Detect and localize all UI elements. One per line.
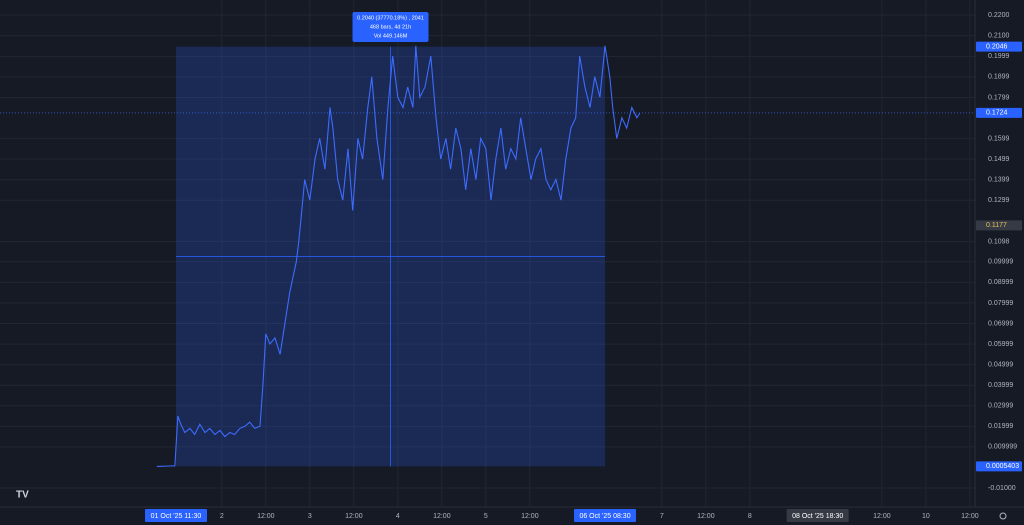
time-badge-label: 08 Oct '25 18:30 xyxy=(792,513,843,520)
y-tick-label: 0.08999 xyxy=(988,279,1013,286)
time-badge xyxy=(786,509,849,522)
y-tick-label: 0.03999 xyxy=(988,382,1013,389)
x-tick-label: 12:00 xyxy=(961,513,979,520)
y-tick-label: -0.01000 xyxy=(988,485,1016,492)
price-badge xyxy=(976,41,1022,52)
y-tick-label: 0.1599 xyxy=(988,135,1010,142)
price-badge-label: 0.1177 xyxy=(986,222,1007,229)
y-tick-label: 0.009999 xyxy=(988,444,1017,451)
x-tick-label: 12:00 xyxy=(521,513,539,520)
y-tick-label: 0.05999 xyxy=(988,341,1013,348)
y-tick-label: 0.1999 xyxy=(988,53,1010,60)
time-badge-label: 01 Oct '25 11:30 xyxy=(151,513,202,520)
y-tick-label: 0.02999 xyxy=(988,403,1013,410)
x-tick-label: 4 xyxy=(396,513,400,520)
x-tick-label: 12:00 xyxy=(257,513,275,520)
x-tick-label: 12:00 xyxy=(433,513,451,520)
price-badge-label: 0.0005403 xyxy=(986,463,1019,470)
price-badge-label: 0.2046 xyxy=(986,44,1008,51)
y-tick-label: 0.2200 xyxy=(988,12,1010,19)
y-tick-label: 0.1899 xyxy=(988,74,1010,81)
y-tick-label: 0.2100 xyxy=(988,32,1010,39)
time-badge xyxy=(145,509,208,522)
y-tick-label: 0.07999 xyxy=(988,300,1013,307)
grid xyxy=(0,0,975,507)
x-tick-label: 5 xyxy=(484,513,488,520)
y-tick-label: 0.1299 xyxy=(988,197,1010,204)
settings-icon[interactable] xyxy=(999,512,1007,520)
x-tick-label: 12:00 xyxy=(345,513,363,520)
price-badge xyxy=(976,461,1022,472)
price-badge xyxy=(976,107,1022,118)
time-badge xyxy=(574,509,637,522)
x-tick-label: 2 xyxy=(220,513,224,520)
y-tick-label: 0.01999 xyxy=(988,423,1013,430)
axes: 0.2200 0.2100 0.1999 0.1899 0.1799 0.1599 0.14… xyxy=(145,12,1022,522)
measure-tooltip-text: 0.2040 (37770.18%) , 2041 xyxy=(357,15,424,21)
x-tick-label: 3 xyxy=(308,513,312,520)
y-tick-label: 0.1399 xyxy=(988,177,1010,184)
y-tick-label: 0.1799 xyxy=(988,94,1010,101)
price-badge-label: 0.1724 xyxy=(986,110,1008,117)
time-badge-label: 06 Oct '25 08:30 xyxy=(579,513,630,520)
measure-tooltip xyxy=(352,12,429,42)
x-tick-label: 8 xyxy=(748,513,752,520)
x-tick-label: 7 xyxy=(660,513,664,520)
x-tick-label: 12:00 xyxy=(873,513,891,520)
y-tick-label: 0.09999 xyxy=(988,259,1013,266)
logo: TV xyxy=(16,490,29,501)
y-tick-label: 0.1499 xyxy=(988,156,1010,163)
plot: 0.2040 (37770.18%) , 2041 468 bars, 4d 21… xyxy=(0,12,975,467)
y-tick-label: 0.06999 xyxy=(988,320,1013,327)
x-tick-label: 10 xyxy=(922,513,930,520)
y-tick-label: 0.04999 xyxy=(988,361,1013,368)
price-line xyxy=(156,45,641,467)
measure-tooltip-text: 468 bars, 4d 21h xyxy=(370,24,411,30)
x-tick-label: 12:00 xyxy=(697,513,715,520)
measure-tooltip-text: Vol 449.146M xyxy=(374,33,408,39)
y-tick-label: 0.1098 xyxy=(988,238,1010,245)
price-badge xyxy=(976,220,1022,231)
